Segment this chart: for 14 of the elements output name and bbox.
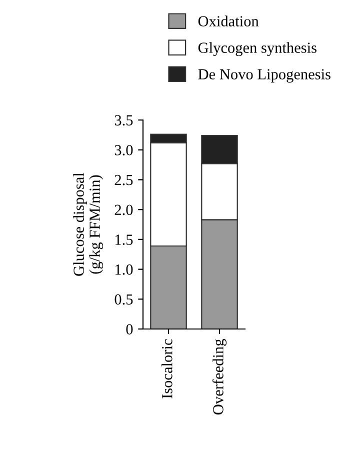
legend-label: De Novo Lipogenesis (198, 69, 330, 83)
x-tick-label: Overfeeding (212, 339, 227, 414)
y-tick-label: 2.0 (114, 204, 133, 216)
legend-label: Glycogen synthesis (198, 42, 316, 56)
y-tick-label: 2.5 (114, 174, 133, 186)
y-tick-label: 0 (126, 324, 133, 334)
y-tick-label: 0.5 (114, 294, 133, 305)
y-tick-label: 3.5 (114, 115, 133, 126)
y-tick-label: 1.0 (116, 264, 133, 275)
y-tick-label: 3.0 (114, 145, 133, 156)
y-axis-title: Glucose disposal (g/kg FFM/min) (73, 172, 104, 276)
legend-label: Oxidation (198, 16, 259, 26)
x-tick-label: Isocaloric (162, 339, 172, 398)
y-tick-label: 1.5 (116, 234, 133, 245)
